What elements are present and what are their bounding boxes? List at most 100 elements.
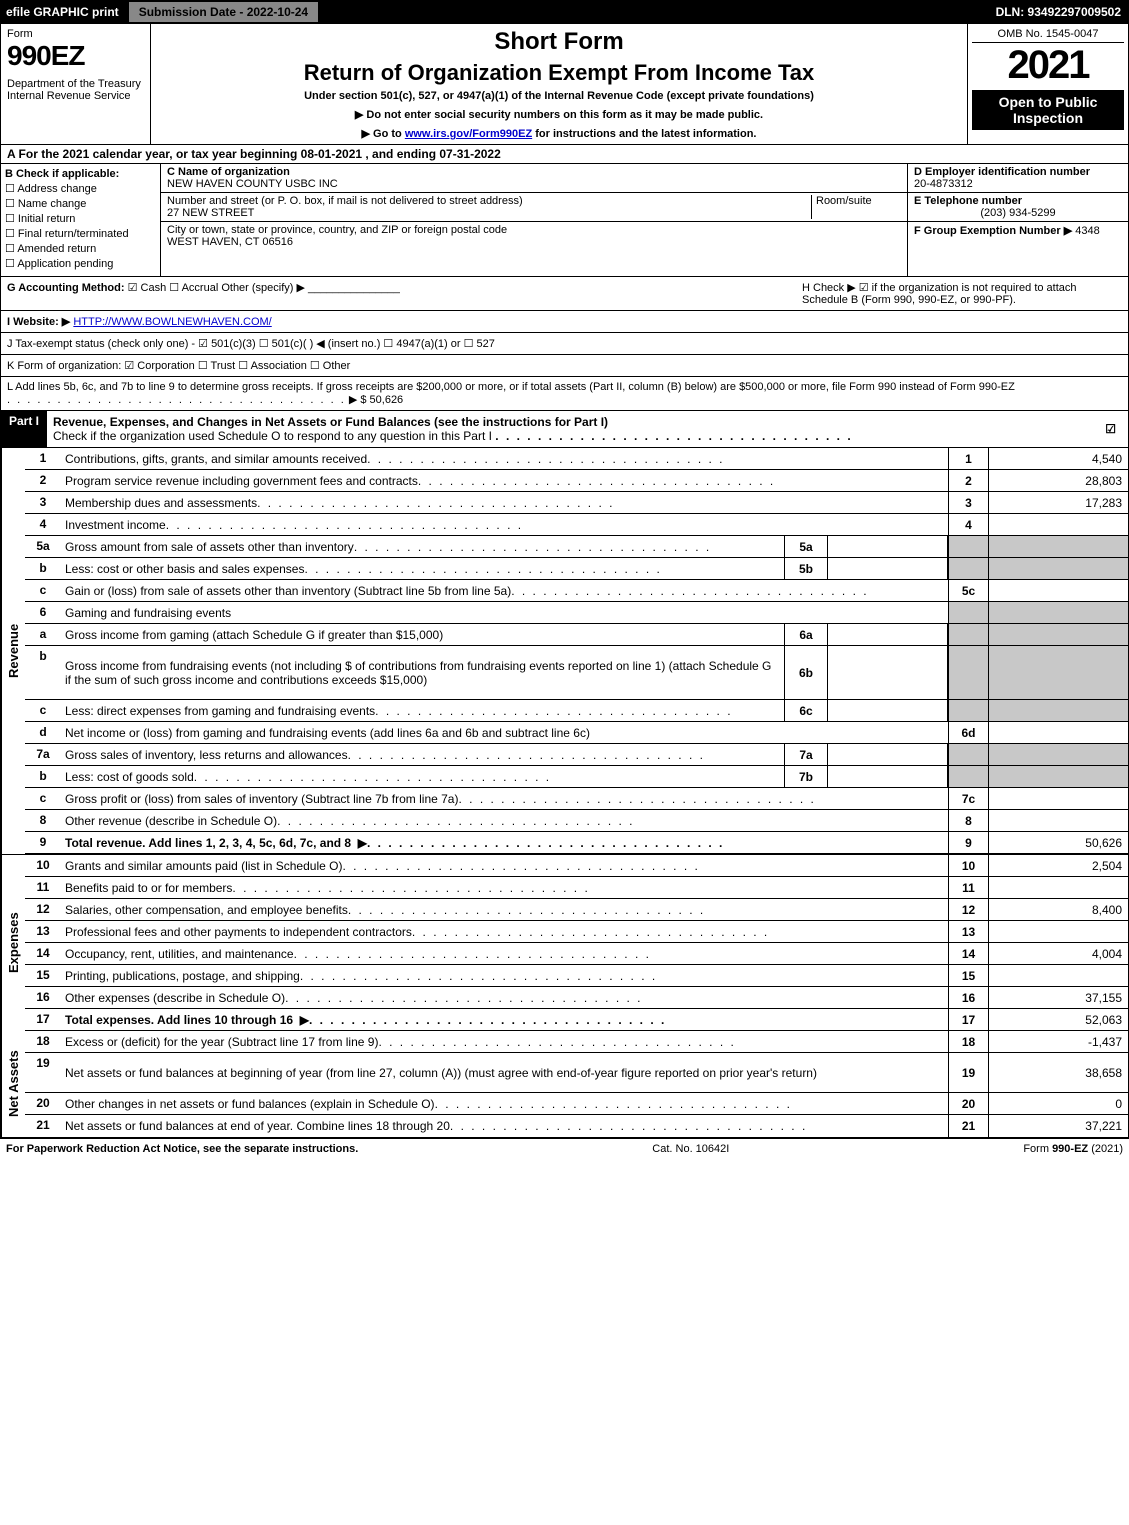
irs-link[interactable]: www.irs.gov/Form990EZ bbox=[405, 128, 532, 140]
org-city: WEST HAVEN, CT 06516 bbox=[167, 236, 293, 248]
l21-v: 37,221 bbox=[988, 1115, 1128, 1137]
l7a-v bbox=[988, 744, 1128, 765]
instr-goto-post: for instructions and the latest informat… bbox=[532, 128, 756, 140]
l7a-d: Gross sales of inventory, less returns a… bbox=[61, 744, 784, 765]
l12-rn: 12 bbox=[948, 899, 988, 920]
under-section: Under section 501(c), 527, or 4947(a)(1)… bbox=[159, 90, 959, 102]
l20-n: 20 bbox=[25, 1093, 61, 1114]
section-l: L Add lines 5b, 6c, and 7b to line 9 to … bbox=[0, 377, 1129, 411]
expenses-table: Expenses 10Grants and similar amounts pa… bbox=[0, 854, 1129, 1031]
footer-right-pre: Form bbox=[1023, 1143, 1052, 1155]
l6a-d: Gross income from gaming (attach Schedul… bbox=[61, 624, 784, 645]
tel-label: E Telephone number bbox=[914, 195, 1022, 207]
l6a-n: a bbox=[25, 624, 61, 645]
i-label: I Website: ▶ bbox=[7, 316, 70, 328]
l13-rn: 13 bbox=[948, 921, 988, 942]
l2-rn: 2 bbox=[948, 470, 988, 491]
l5a-sub: 5a bbox=[784, 536, 828, 557]
page-footer: For Paperwork Reduction Act Notice, see … bbox=[0, 1138, 1129, 1159]
l6c-n: c bbox=[25, 700, 61, 721]
l6a-v bbox=[988, 624, 1128, 645]
l2-n: 2 bbox=[25, 470, 61, 491]
l5b-v bbox=[988, 558, 1128, 579]
l4-n: 4 bbox=[25, 514, 61, 535]
l6a-sub: 6a bbox=[784, 624, 828, 645]
l21-rn: 21 bbox=[948, 1115, 988, 1137]
l7b-sv bbox=[828, 766, 948, 787]
efile-label[interactable]: efile GRAPHIC print bbox=[0, 5, 125, 19]
l3-v: 17,283 bbox=[988, 492, 1128, 513]
l6d-rn: 6d bbox=[948, 722, 988, 743]
section-j: J Tax-exempt status (check only one) - ☑… bbox=[0, 333, 1129, 355]
dept-label: Department of the Treasury bbox=[7, 78, 144, 90]
l18-rn: 18 bbox=[948, 1031, 988, 1052]
l7c-rn: 7c bbox=[948, 788, 988, 809]
g-other: Other (specify) ▶ bbox=[221, 282, 305, 294]
cb-name-change[interactable]: Name change bbox=[5, 197, 156, 210]
l3-d: Membership dues and assessments bbox=[61, 492, 948, 513]
l7a-sv bbox=[828, 744, 948, 765]
l17-n: 17 bbox=[25, 1009, 61, 1030]
l4-v bbox=[988, 514, 1128, 535]
l7a-rn bbox=[948, 744, 988, 765]
l6b-v bbox=[988, 646, 1128, 699]
l12-n: 12 bbox=[25, 899, 61, 920]
l16-rn: 16 bbox=[948, 987, 988, 1008]
l2-d: Program service revenue including govern… bbox=[61, 470, 948, 491]
l17-rn: 17 bbox=[948, 1009, 988, 1030]
l6c-sv bbox=[828, 700, 948, 721]
website-link[interactable]: HTTP://WWW.BOWLNEWHAVEN.COM/ bbox=[73, 316, 271, 328]
l15-rn: 15 bbox=[948, 965, 988, 986]
l6d-n: d bbox=[25, 722, 61, 743]
l5c-v bbox=[988, 580, 1128, 601]
l17-d: Total expenses. Add lines 10 through 16 … bbox=[61, 1009, 948, 1030]
open-public: Open to Public Inspection bbox=[972, 90, 1124, 130]
ein-label: D Employer identification number bbox=[914, 166, 1090, 178]
cb-address-change[interactable]: Address change bbox=[5, 182, 156, 195]
g-cash[interactable]: Cash bbox=[128, 282, 167, 294]
l15-v bbox=[988, 965, 1128, 986]
cb-final-return[interactable]: Final return/terminated bbox=[5, 227, 156, 240]
l6a-rn bbox=[948, 624, 988, 645]
expenses-vlabel: Expenses bbox=[1, 855, 25, 1031]
g-accrual[interactable]: Accrual bbox=[169, 282, 218, 294]
org-addr: 27 NEW STREET bbox=[167, 207, 254, 219]
cb-application-pending[interactable]: Application pending bbox=[5, 257, 156, 270]
l14-v: 4,004 bbox=[988, 943, 1128, 964]
short-form-title: Short Form bbox=[159, 28, 959, 56]
l13-n: 13 bbox=[25, 921, 61, 942]
l9-n: 9 bbox=[25, 832, 61, 853]
footer-left: For Paperwork Reduction Act Notice, see … bbox=[6, 1143, 358, 1155]
l5a-d: Gross amount from sale of assets other t… bbox=[61, 536, 784, 557]
l11-n: 11 bbox=[25, 877, 61, 898]
l7c-d: Gross profit or (loss) from sales of inv… bbox=[61, 788, 948, 809]
tax-year: 2021 bbox=[972, 43, 1124, 88]
city-label: City or town, state or province, country… bbox=[167, 224, 507, 236]
section-c: C Name of organization NEW HAVEN COUNTY … bbox=[161, 164, 908, 276]
l7b-v bbox=[988, 766, 1128, 787]
l6b-rn bbox=[948, 646, 988, 699]
l1-v: 4,540 bbox=[988, 448, 1128, 469]
l6c-rn bbox=[948, 700, 988, 721]
section-a-year: A For the 2021 calendar year, or tax yea… bbox=[0, 145, 1129, 164]
l19-rn: 19 bbox=[948, 1053, 988, 1092]
l3-rn: 3 bbox=[948, 492, 988, 513]
l14-n: 14 bbox=[25, 943, 61, 964]
cb-initial-return[interactable]: Initial return bbox=[5, 212, 156, 225]
l7a-sub: 7a bbox=[784, 744, 828, 765]
cb-amended-return[interactable]: Amended return bbox=[5, 242, 156, 255]
instr-goto: ▶ Go to www.irs.gov/Form990EZ for instru… bbox=[159, 127, 959, 140]
addr-label: Number and street (or P. O. box, if mail… bbox=[167, 195, 523, 207]
section-i: I Website: ▶ HTTP://WWW.BOWLNEWHAVEN.COM… bbox=[0, 311, 1129, 333]
section-g-h: G Accounting Method: Cash Accrual Other … bbox=[0, 277, 1129, 311]
submission-date: Submission Date - 2022-10-24 bbox=[129, 2, 318, 22]
irs-label: Internal Revenue Service bbox=[7, 90, 144, 102]
l9-rn: 9 bbox=[948, 832, 988, 853]
l1-n: 1 bbox=[25, 448, 61, 469]
part1-title-text: Revenue, Expenses, and Changes in Net As… bbox=[53, 415, 608, 429]
l5b-rn bbox=[948, 558, 988, 579]
l4-d: Investment income bbox=[61, 514, 948, 535]
part1-check[interactable]: ☑ bbox=[1099, 422, 1122, 436]
l1-d: Contributions, gifts, grants, and simila… bbox=[61, 448, 948, 469]
l6b-n: b bbox=[25, 646, 61, 699]
